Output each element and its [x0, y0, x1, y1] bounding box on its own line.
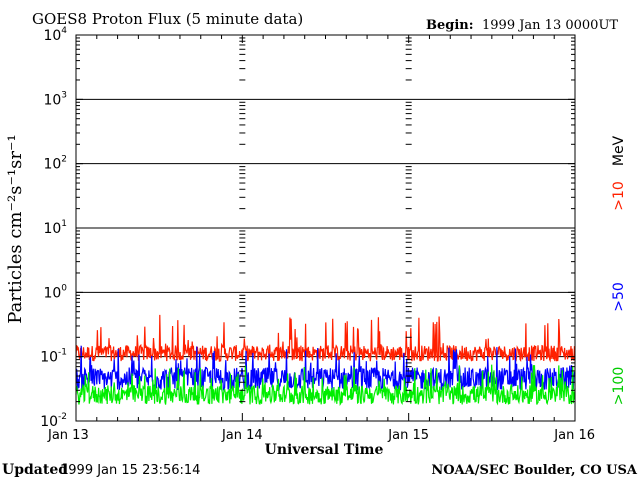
y-tick-label: 103 [43, 90, 67, 108]
grid-layer [76, 98, 575, 358]
begin-label: Begin: [426, 18, 474, 33]
y-tick-label: 10-1 [40, 348, 67, 366]
y-tick-label: 102 [43, 155, 67, 173]
y-tick-label: 104 [43, 26, 67, 44]
y-tick-label: 10-2 [40, 412, 67, 430]
y-tick-label: 101 [43, 219, 67, 237]
y-tick-label: 100 [43, 283, 67, 301]
x-tick-label: Jan 14 [221, 428, 263, 443]
series-line-gt100 [75, 364, 576, 407]
begin-value: 1999 Jan 13 0000UT [482, 18, 618, 33]
x-tick-label: Jan 15 [387, 428, 429, 443]
tick-layer [76, 34, 575, 422]
series-line-gt10 [75, 314, 576, 363]
legend-series-gt50: >50 [611, 282, 627, 312]
plot-frame [75, 34, 576, 422]
chart-title: GOES8 Proton Flux (5 minute data) [32, 10, 303, 28]
source-credit: NOAA/SEC Boulder, CO USA [431, 463, 638, 478]
legend: MeV >10 >50 >100 [611, 135, 627, 405]
legend-series-gt100: >100 [611, 367, 627, 405]
x-tick-label: Jan 13 [47, 428, 89, 443]
x-axis-title: Universal Time [265, 442, 384, 458]
series-layer [75, 314, 576, 407]
axis-labels: 10-2 10-1 100 101 102 103 104 Jan 13 Jan 14 Jan 1… [40, 26, 595, 443]
y-axis-title: Particles cm⁻²s⁻¹sr⁻¹ [5, 134, 26, 323]
updated-label: Updated [2, 462, 68, 478]
legend-series-gt10: >10 [611, 181, 627, 211]
updated-value: 1999 Jan 15 23:56:14 [60, 463, 200, 478]
x-tick-label: Jan 16 [553, 428, 595, 443]
legend-unit-mev: MeV [611, 135, 627, 166]
